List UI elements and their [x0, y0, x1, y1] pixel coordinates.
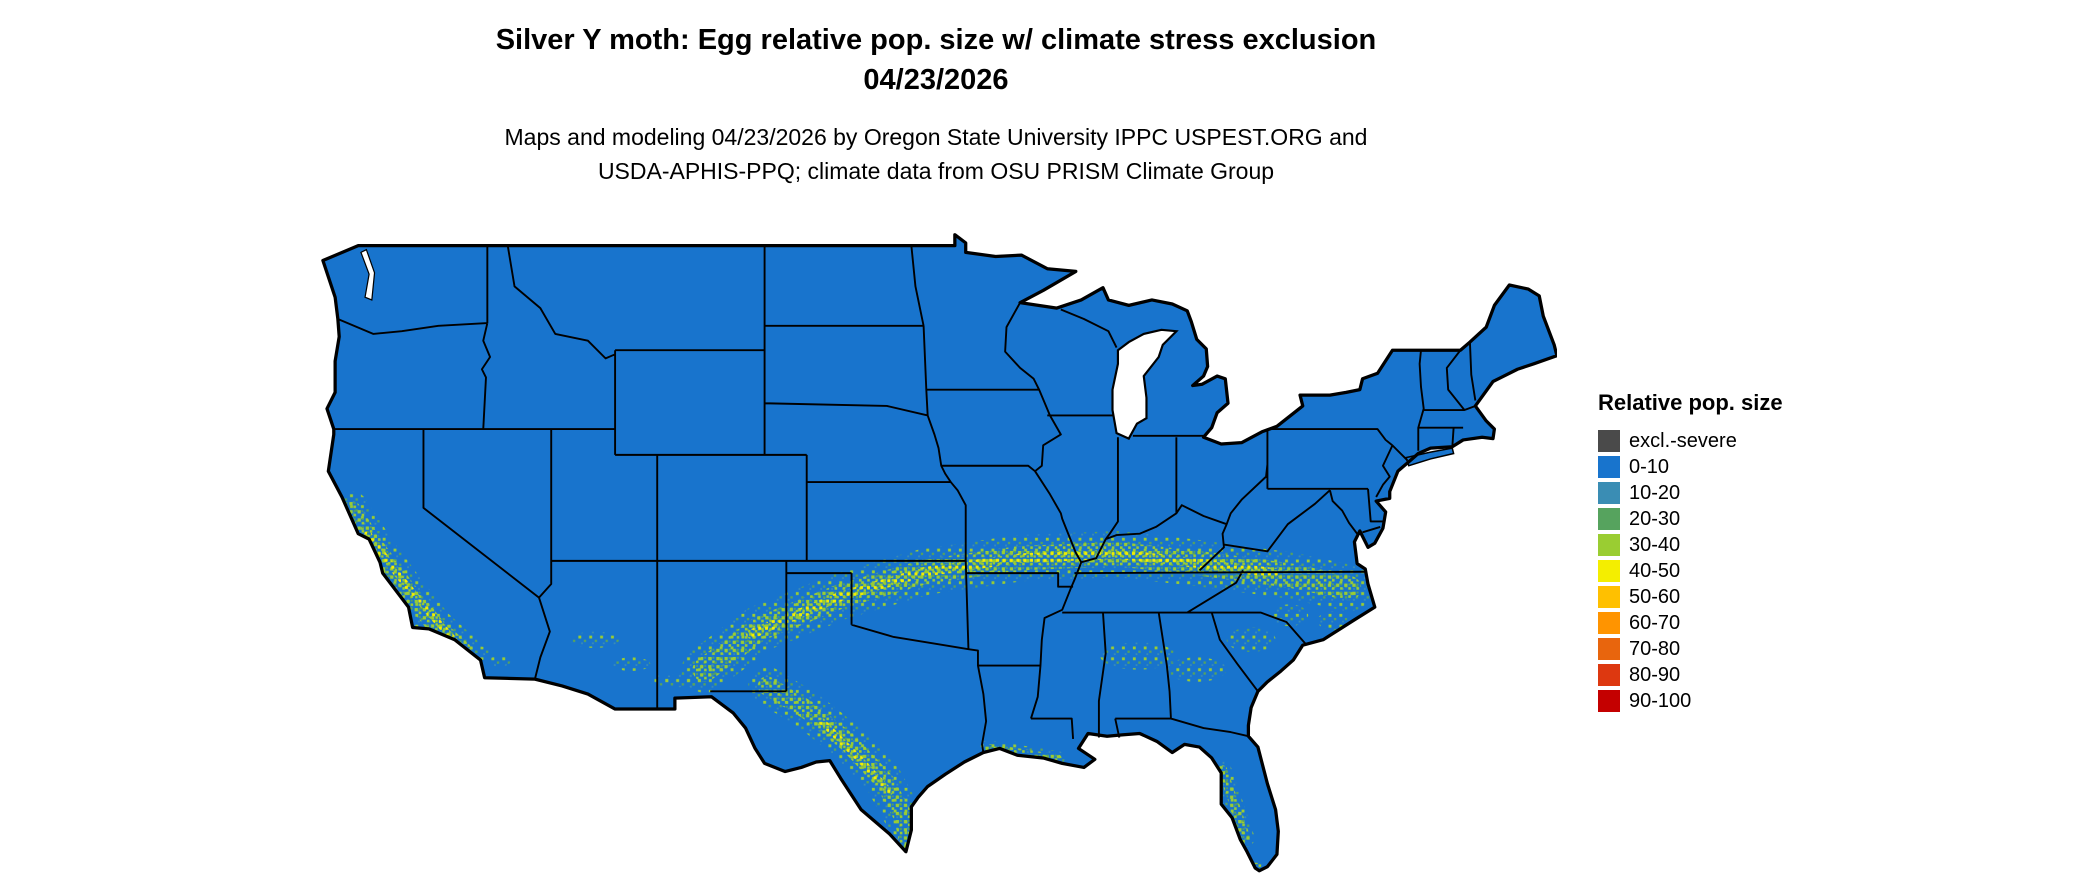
hotspot-se-2	[1166, 657, 1227, 682]
hotspot-az-2	[612, 657, 651, 671]
hotspot-se-4	[1270, 604, 1309, 627]
legend-label-20-30: 20-30	[1629, 507, 1681, 530]
legend-label-10-20: 10-20	[1629, 481, 1681, 504]
hotspot-az-1	[570, 631, 620, 648]
legend-swatch-40-50	[1598, 560, 1620, 582]
map-subtitle-block: Maps and modeling 04/23/2026 by Oregon S…	[336, 120, 1536, 188]
long-island	[1405, 447, 1455, 467]
legend-item-50-60: 50-60	[1598, 584, 1783, 610]
legend-item-excl-severe: excl.-severe	[1598, 428, 1783, 454]
hotspot-socal-2	[488, 656, 511, 667]
legend-swatch-20-30	[1598, 508, 1620, 530]
us-conus-map	[316, 232, 1559, 892]
legend-swatch-30-40	[1598, 534, 1620, 556]
legend-label-90-100: 90-100	[1629, 689, 1692, 712]
legend-label-60-70: 60-70	[1629, 611, 1681, 634]
legend-swatch-90-100	[1598, 690, 1620, 712]
legend-item-30-40: 30-40	[1598, 532, 1783, 558]
legend-label-0-10: 0-10	[1629, 455, 1670, 478]
legend-label-30-40: 30-40	[1629, 533, 1681, 556]
puget-sound	[360, 248, 376, 301]
map-subtitle-line2: USDA-APHIS-PPQ; climate data from OSU PR…	[597, 158, 1275, 184]
legend-swatch-10-20	[1598, 482, 1620, 504]
us-map-svg	[321, 233, 1559, 873]
legend-swatch-excl-severe	[1598, 430, 1620, 452]
legend-swatch-80-90	[1598, 664, 1620, 686]
hotspot-band-plains-core	[746, 549, 1281, 640]
legend-label-excl-severe: excl.-severe	[1629, 429, 1737, 452]
legend-label-50-60: 50-60	[1629, 585, 1681, 608]
conus-outline	[321, 233, 1559, 873]
hotspot-nm-1	[664, 673, 703, 688]
legend-item-70-80: 70-80	[1598, 636, 1783, 662]
hotspot-band-florida-mid	[1217, 765, 1251, 843]
legend-swatch-60-70	[1598, 612, 1620, 634]
hotspot-midatlantic	[1317, 611, 1348, 631]
legend-swatch-50-60	[1598, 586, 1620, 608]
hotspot-se-1	[1100, 642, 1177, 670]
map-legend: Relative pop. size excl.-severe 0-10 10-…	[1598, 390, 1783, 714]
state-borders	[333, 245, 1477, 753]
legend-swatch-0-10	[1598, 456, 1620, 478]
map-subtitle-line1: Maps and modeling 04/23/2026 by Oregon S…	[504, 124, 1368, 150]
lake-michigan	[1111, 328, 1179, 440]
legend-item-40-50: 40-50	[1598, 558, 1783, 584]
hotspot-band-california-core	[364, 530, 460, 646]
legend-label-80-90: 80-90	[1629, 663, 1681, 686]
legend-item-60-70: 60-70	[1598, 610, 1783, 636]
hotspot-nm-2	[703, 661, 731, 673]
legend-item-80-90: 80-90	[1598, 662, 1783, 688]
hotspot-se-3	[1226, 627, 1276, 652]
legend-swatch-70-80	[1598, 638, 1620, 660]
legend-item-20-30: 20-30	[1598, 506, 1783, 532]
map-title-block: Silver Y moth: Egg relative pop. size w/…	[336, 20, 1536, 100]
legend-item-90-100: 90-100	[1598, 688, 1783, 714]
map-title: Silver Y moth: Egg relative pop. size w/…	[495, 24, 1377, 56]
legend-label-40-50: 40-50	[1629, 559, 1681, 582]
map-title-date: 04/23/2026	[863, 64, 1009, 96]
legend-title: Relative pop. size	[1598, 390, 1783, 415]
legend-item-0-10: 0-10	[1598, 454, 1783, 480]
legend-item-10-20: 10-20	[1598, 480, 1783, 506]
hotspot-band-texas-core	[818, 717, 894, 796]
legend-label-70-80: 70-80	[1629, 637, 1681, 660]
